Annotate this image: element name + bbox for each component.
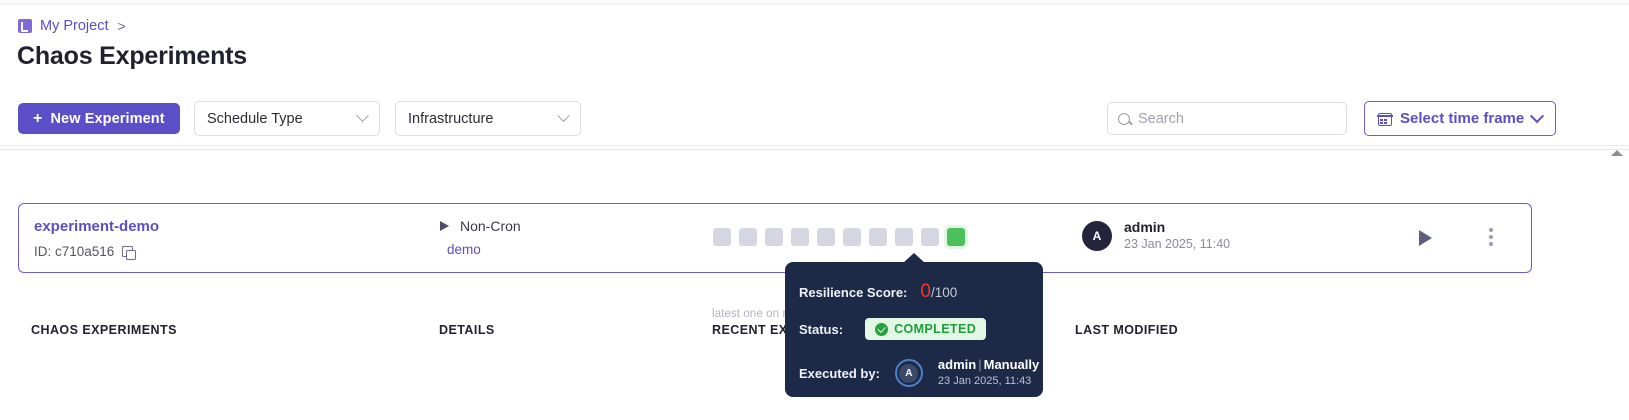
- run-square-empty[interactable]: [817, 228, 835, 246]
- calendar-icon: [1377, 112, 1393, 126]
- column-header-details: DETAILS: [439, 323, 495, 337]
- executed-by-user: admin | Manually: [938, 357, 1039, 374]
- run-details-tooltip: Resilience Score: 0/100 Status: COMPLETE…: [785, 253, 1043, 397]
- schedule-type-label: Schedule Type: [207, 110, 303, 127]
- status-badge: COMPLETED: [865, 318, 987, 340]
- run-square-empty[interactable]: [895, 228, 913, 246]
- status-badge-label: COMPLETED: [894, 322, 977, 336]
- experiment-name-link[interactable]: experiment-demo: [34, 218, 160, 235]
- plus-icon: +: [33, 109, 43, 127]
- run-square-empty[interactable]: [739, 228, 757, 246]
- infrastructure-dropdown[interactable]: Infrastructure: [395, 101, 581, 136]
- time-frame-label: Select time frame: [1400, 110, 1525, 127]
- table-header: latest one on right side → CHAOS EXPERIM…: [0, 150, 1629, 337]
- check-circle-icon: [875, 322, 889, 336]
- search-input[interactable]: [1138, 110, 1336, 127]
- executed-mode: Manually: [983, 357, 1040, 372]
- more-options-icon[interactable]: [1489, 228, 1493, 232]
- run-square-empty[interactable]: [791, 228, 809, 246]
- scroll-up-arrow[interactable]: [1611, 150, 1623, 156]
- header-divider: [0, 149, 1629, 150]
- recent-runs-list: [713, 228, 965, 246]
- status-label: Status:: [799, 321, 844, 337]
- executed-by-label: Executed by:: [799, 365, 880, 381]
- chevron-down-icon: [557, 109, 570, 123]
- run-square-empty[interactable]: [765, 228, 783, 246]
- top-strip: [0, 0, 1629, 5]
- infrastructure-label: Infrastructure: [408, 110, 494, 127]
- tooltip-executed-by-row: Executed by: A admin | Manually 23 Jan 202…: [799, 357, 1039, 389]
- breadcrumb-separator: >: [117, 18, 126, 34]
- table-row[interactable]: experiment-demo ID: c710a516 Non-Cron de…: [18, 203, 1532, 273]
- page-header: My Project > Chaos Experiments: [0, 5, 1629, 90]
- run-experiment-icon[interactable]: [1419, 230, 1432, 246]
- breadcrumb-project-link[interactable]: My Project: [40, 18, 109, 34]
- last-modified-user: admin: [1124, 219, 1166, 235]
- run-square-empty[interactable]: [713, 228, 731, 246]
- last-modified-cell: A admin 23 Jan 2025, 11:40: [1082, 218, 1230, 254]
- last-modified-date: 23 Jan 2025, 11:40: [1124, 237, 1231, 252]
- schedule-type-value: Non-Cron: [440, 218, 521, 234]
- column-header-last-modified: LAST MODIFIED: [1075, 323, 1179, 337]
- infrastructure-link[interactable]: demo: [447, 242, 481, 257]
- run-square-empty[interactable]: [869, 228, 887, 246]
- avatar: A: [894, 359, 923, 388]
- avatar-initial: A: [899, 363, 919, 383]
- play-triangle-icon: [440, 221, 449, 231]
- experiment-id: ID: c710a516: [34, 244, 136, 260]
- search-box[interactable]: [1107, 102, 1347, 135]
- resilience-score-denominator: /100: [930, 285, 958, 300]
- tooltip-status-row: Status: COMPLETED: [799, 318, 987, 340]
- schedule-type-dropdown[interactable]: Schedule Type: [194, 101, 380, 136]
- copy-icon[interactable]: [122, 246, 136, 260]
- run-square-completed[interactable]: [947, 228, 965, 246]
- resilience-score-label: Resilience Score:: [799, 284, 908, 300]
- column-header-chaos-experiments: CHAOS EXPERIMENTS: [31, 323, 177, 337]
- chevron-down-icon: [356, 109, 369, 123]
- new-experiment-button[interactable]: + New Experiment: [18, 103, 180, 134]
- experiment-id-label: ID: c710a516: [34, 244, 115, 259]
- select-time-frame-button[interactable]: Select time frame: [1364, 101, 1557, 136]
- page-title: Chaos Experiments: [17, 42, 248, 70]
- new-experiment-label: New Experiment: [50, 110, 165, 127]
- resilience-score-value: 0: [920, 281, 931, 302]
- executed-at: 23 Jan 2025, 11:43: [937, 374, 1032, 387]
- project-icon: [18, 19, 32, 33]
- chevron-down-icon: [1530, 108, 1545, 123]
- executed-separator: |: [978, 357, 982, 372]
- toolbar: + New Experiment Schedule Type Infrastru…: [0, 90, 1629, 146]
- run-square-empty[interactable]: [843, 228, 861, 246]
- run-square-empty[interactable]: [921, 228, 939, 246]
- tooltip-resilience-row: Resilience Score: 0/100: [799, 282, 957, 302]
- search-icon: [1118, 112, 1130, 125]
- avatar: A: [1082, 220, 1112, 251]
- schedule-type-text: Non-Cron: [460, 218, 521, 234]
- breadcrumb[interactable]: My Project >: [18, 18, 126, 34]
- executed-user-name: admin: [937, 357, 977, 372]
